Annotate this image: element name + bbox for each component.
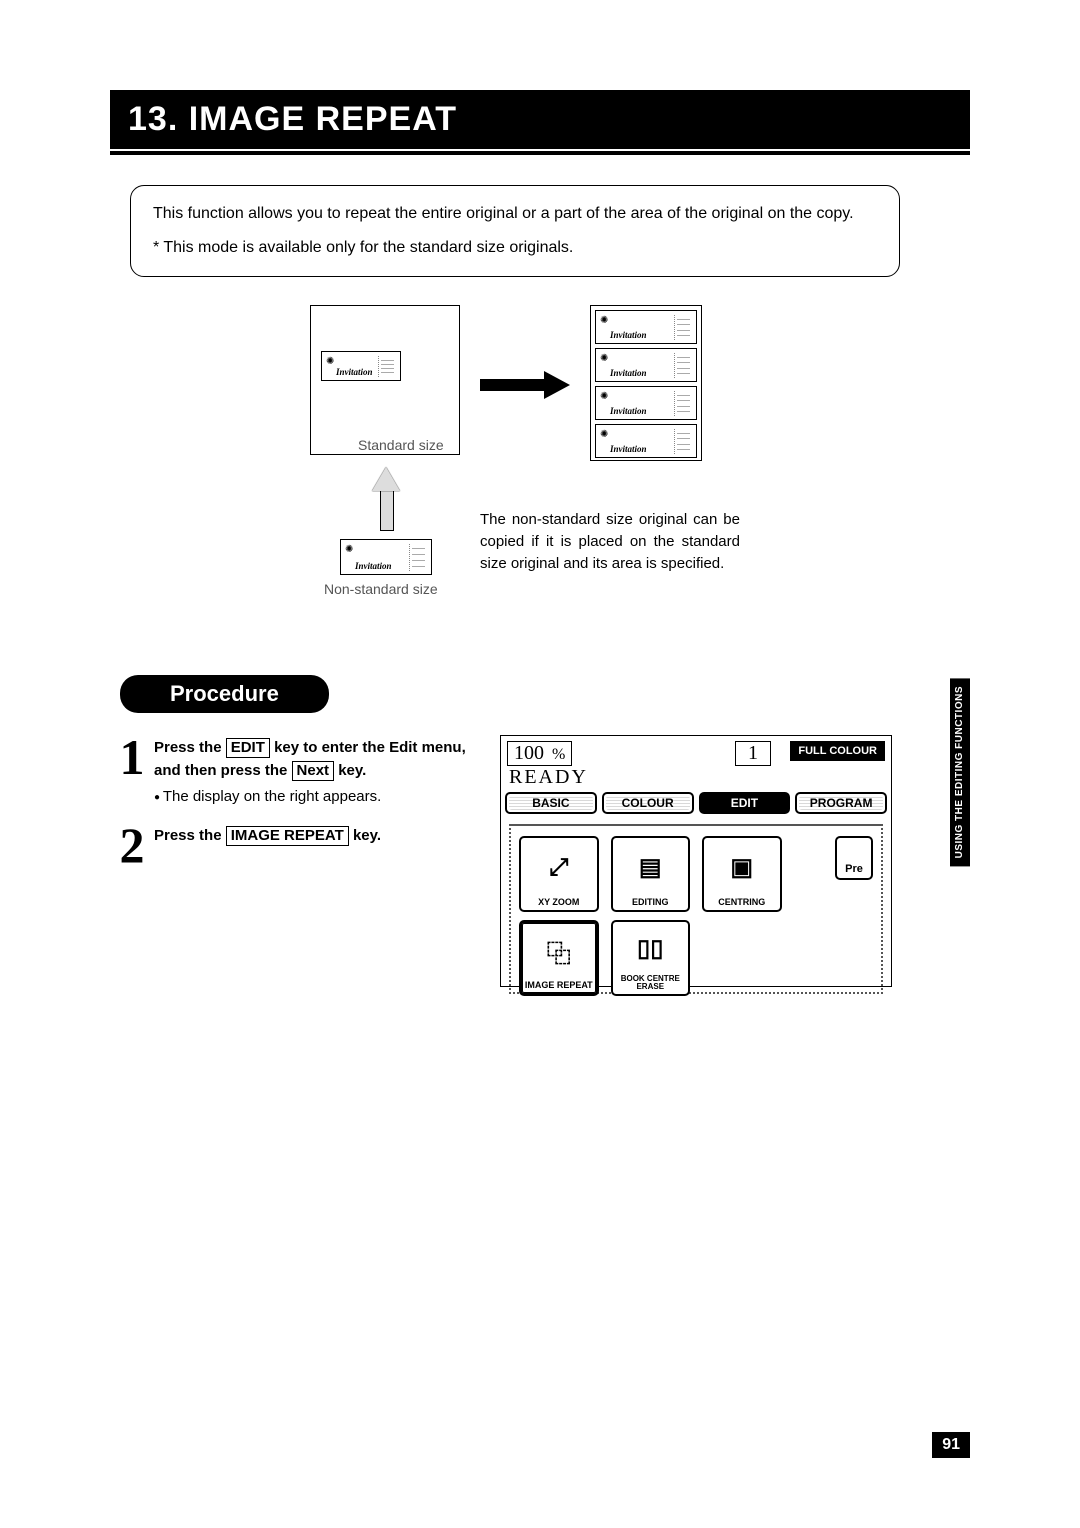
centring-button[interactable]: ▣ CENTRING	[702, 836, 782, 912]
card-lines-icon	[409, 544, 427, 571]
image-repeat-key: IMAGE REPEAT	[226, 826, 349, 846]
centring-icon: ▣	[730, 838, 753, 897]
card-lines-icon	[378, 356, 396, 377]
step2-text-a: Press the	[154, 827, 226, 844]
card-lines-icon	[674, 315, 692, 340]
tab-row: BASIC COLOUR EDIT PROGRAM	[505, 792, 887, 814]
card-label: Invitation	[355, 561, 392, 571]
procedure-heading: Procedure	[120, 675, 329, 713]
panel-header: 100 % READY 1 FULL COLOUR	[501, 736, 891, 790]
image-repeat-button[interactable]: ⿻ IMAGE REPEAT	[519, 920, 599, 996]
step1-bullet: The display on the right appears.	[154, 786, 474, 809]
sun-icon: ✺	[326, 356, 334, 367]
intro-p2: * This mode is available only for the st…	[153, 236, 877, 260]
step-body: Press the IMAGE REPEAT key.	[154, 823, 474, 848]
page-number: 91	[932, 1432, 970, 1458]
card-lines-icon	[674, 353, 692, 378]
card-lines-icon	[674, 429, 692, 454]
zoom-value: 100	[514, 742, 544, 765]
page-title: 13. IMAGE REPEAT	[110, 90, 970, 149]
steps-area: 1 Press the EDIT key to enter the Edit m…	[110, 735, 970, 868]
invitation-card-copy: ✺ Invitation	[595, 348, 697, 382]
arrow-right-icon	[480, 375, 570, 395]
standard-sheet: ✺ Invitation	[310, 305, 460, 455]
editing-button[interactable]: ▤ EDITING	[611, 836, 691, 912]
step-body: Press the EDIT key to enter the Edit men…	[154, 735, 474, 809]
card-label: Invitation	[610, 330, 647, 340]
pre-button[interactable]: Pre	[835, 836, 873, 880]
sun-icon: ✺	[600, 353, 608, 364]
copies-readout: 1	[735, 741, 771, 766]
output-sheet: ✺ Invitation ✺ Invitation ✺ Invitation ✺…	[590, 305, 702, 461]
image-repeat-label: IMAGE REPEAT	[525, 980, 593, 990]
book-centre-icon: ▯▯	[637, 922, 663, 975]
card-lines-icon	[674, 391, 692, 416]
zoom-percent: %	[552, 746, 565, 764]
pre-label: Pre	[845, 863, 863, 875]
full-colour-badge: FULL COLOUR	[790, 741, 885, 761]
invitation-card-copy: ✺ Invitation	[595, 386, 697, 420]
standard-caption: Standard size	[358, 437, 444, 453]
next-key: Next	[292, 761, 335, 781]
step-number: 2	[110, 823, 154, 868]
page-content: 13. IMAGE REPEAT This function allows yo…	[110, 90, 970, 882]
xy-zoom-label: XY ZOOM	[538, 897, 579, 907]
card-label: Invitation	[610, 368, 647, 378]
nonstandard-caption: Non-standard size	[324, 581, 438, 597]
xy-zoom-button[interactable]: ⤢ XY ZOOM	[519, 836, 599, 912]
invitation-card-copy: ✺ Invitation	[595, 424, 697, 458]
intro-p1: This function allows you to repeat the e…	[153, 202, 877, 226]
sun-icon: ✺	[600, 391, 608, 402]
intro-box: This function allows you to repeat the e…	[130, 185, 900, 277]
step1-text-a: Press the	[154, 739, 222, 756]
sun-icon: ✺	[600, 429, 608, 440]
section-side-tab: USING THE EDITING FUNCTIONS	[950, 678, 970, 866]
centring-label: CENTRING	[718, 897, 765, 907]
ready-status: READY	[509, 766, 588, 789]
invitation-card-copy: ✺ Invitation	[595, 310, 697, 344]
tab-program[interactable]: PROGRAM	[795, 792, 887, 814]
sun-icon: ✺	[345, 544, 353, 555]
editing-label: EDITING	[632, 897, 669, 907]
nonstandard-card: ✺ Invitation	[340, 539, 432, 575]
image-repeat-icon: ⿻	[547, 923, 571, 980]
step2-text-b: key.	[353, 827, 381, 844]
book-centre-erase-button[interactable]: ▯▯ BOOK CENTRE ERASE	[611, 920, 691, 996]
nonstandard-note: The non-standard size original can be co…	[480, 509, 740, 574]
card-label: Invitation	[610, 406, 647, 416]
title-bar: 13. IMAGE REPEAT	[110, 90, 970, 155]
card-label: Invitation	[336, 367, 373, 377]
book-centre-label: BOOK CENTRE ERASE	[613, 975, 689, 991]
invitation-card: ✺ Invitation	[321, 351, 401, 381]
sun-icon: ✺	[600, 315, 608, 326]
card-label: Invitation	[610, 444, 647, 454]
editing-icon: ▤	[639, 838, 662, 897]
tab-colour[interactable]: COLOUR	[602, 792, 694, 814]
display-panel: 100 % READY 1 FULL COLOUR BASIC COLOUR E…	[500, 735, 892, 987]
tab-basic[interactable]: BASIC	[505, 792, 597, 814]
step1-text-c: key.	[338, 762, 366, 779]
xy-zoom-icon: ⤢	[549, 838, 568, 897]
arrow-up-icon	[374, 467, 398, 531]
function-grid: ⤢ XY ZOOM ▤ EDITING ▣ CENTRING Pre ⿻ IMA…	[509, 824, 883, 994]
tab-edit[interactable]: EDIT	[699, 792, 791, 814]
edit-key: EDIT	[226, 738, 270, 758]
zoom-readout: 100 %	[507, 741, 572, 766]
diagram-area: ✺ Invitation Standard size ✺ Invitation …	[110, 305, 970, 645]
step-number: 1	[110, 735, 154, 780]
